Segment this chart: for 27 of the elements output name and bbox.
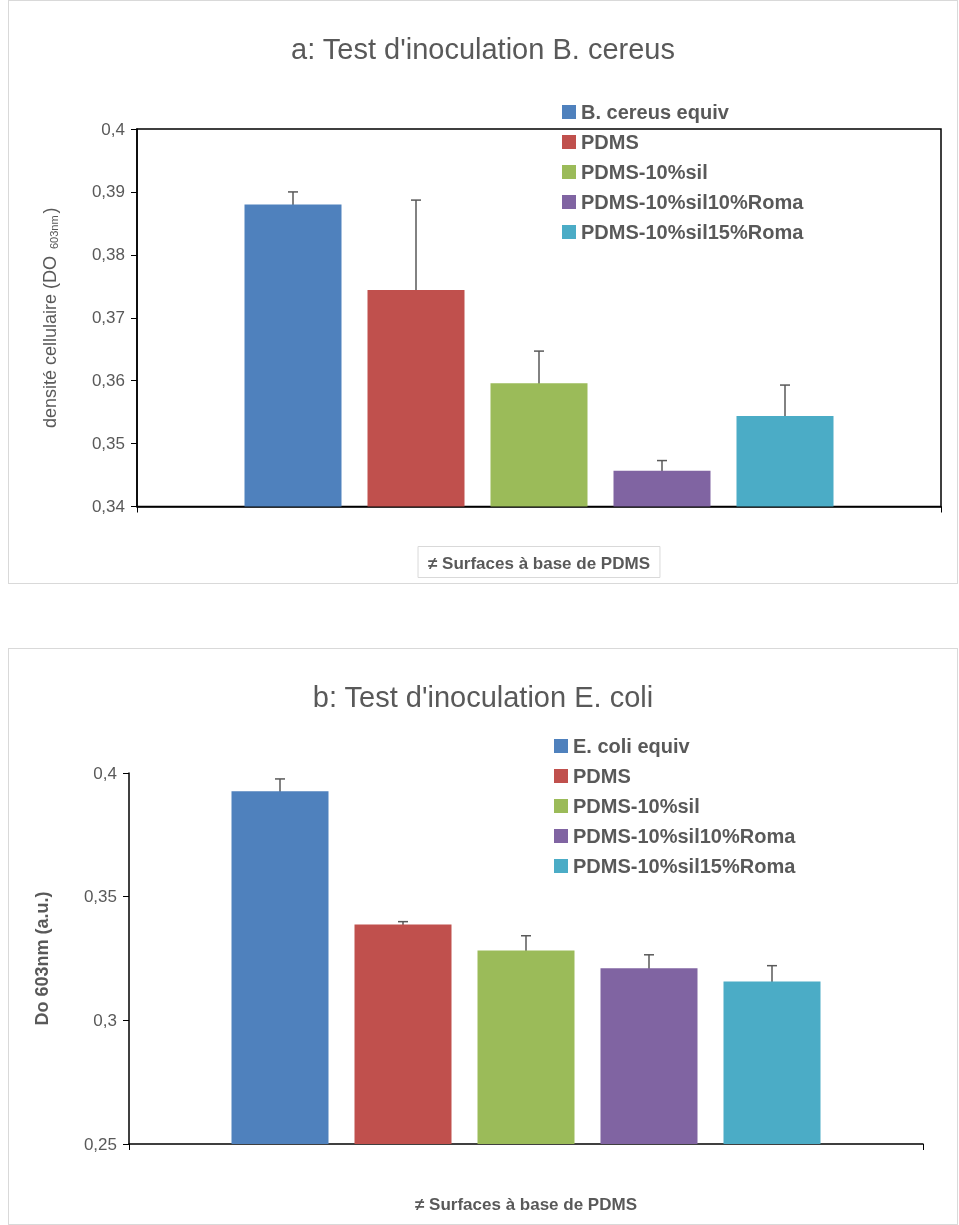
legend-label: PDMS-10%sil10%Roma bbox=[573, 825, 797, 847]
legend-label: E. coli equiv bbox=[573, 735, 691, 757]
legend-label: PDMS-10%sil15%Roma bbox=[581, 221, 805, 243]
y-axis-title: densité cellulaire (DO 603nm) bbox=[40, 207, 60, 429]
y-tick-label: 0,35 bbox=[91, 434, 125, 454]
legend-label: PDMS bbox=[573, 765, 631, 787]
y-tick-label: 0,36 bbox=[91, 371, 125, 391]
x-axis-title: ≠ Surfaces à base de PDMS bbox=[415, 1195, 637, 1214]
legend-label: PDMS-10%sil10%Roma bbox=[581, 191, 805, 213]
legend-label: PDMS-10%sil15%Roma bbox=[573, 855, 797, 877]
y-axis-title: Do 603nm (a.u.) bbox=[32, 891, 52, 1026]
y-tick-label: 0,37 bbox=[91, 308, 125, 328]
legend-label: PDMS-10%sil bbox=[581, 161, 708, 183]
y-tick-label: 0,39 bbox=[91, 182, 125, 202]
y-tick-label: 0,35 bbox=[83, 887, 117, 907]
legend-label: PDMS bbox=[581, 131, 639, 153]
y-tick-label: 0,38 bbox=[91, 245, 125, 265]
y-tick-label: 0,4 bbox=[101, 119, 125, 139]
chart-title: a: Test d'inoculation B. cereus bbox=[291, 32, 675, 65]
y-tick-label: 0,3 bbox=[93, 1010, 117, 1030]
legend-label: PDMS-10%sil bbox=[573, 795, 700, 817]
x-axis-title: ≠ Surfaces à base de PDMS bbox=[428, 553, 650, 573]
y-tick-label: 0,34 bbox=[91, 497, 125, 516]
chart-title: b: Test d'inoculation E. coli bbox=[312, 680, 654, 713]
y-tick-label: 0,4 bbox=[93, 763, 117, 783]
y-tick-label: 0,25 bbox=[83, 1134, 117, 1154]
legend-label: B. cereus equiv bbox=[581, 101, 730, 123]
